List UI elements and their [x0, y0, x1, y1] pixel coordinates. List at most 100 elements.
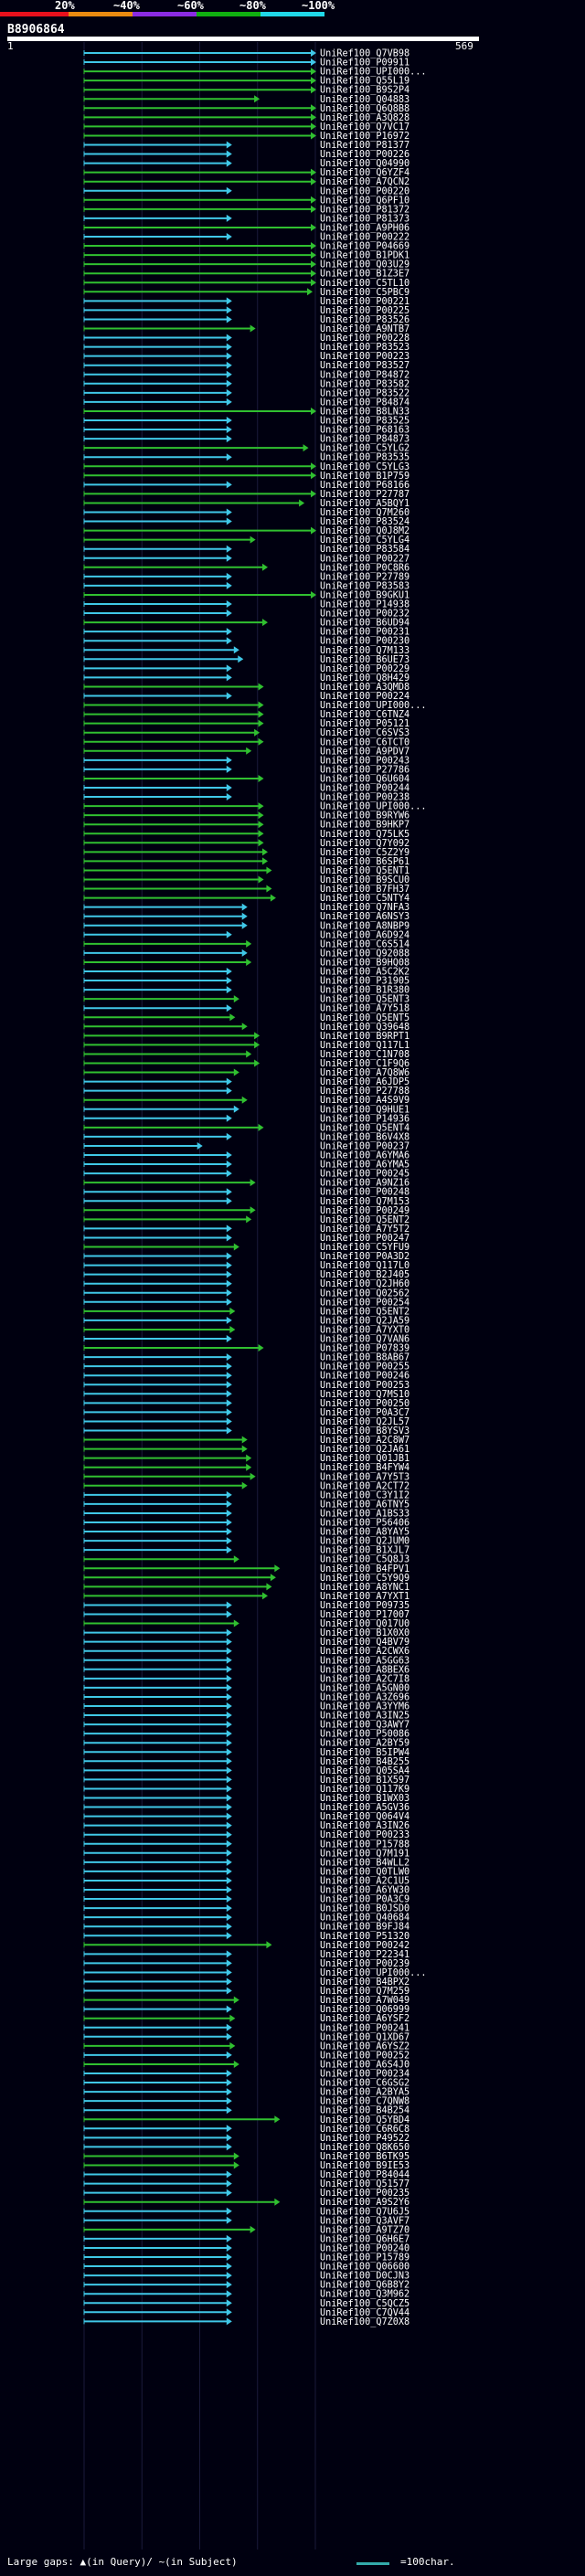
hit-row[interactable]: UniRef100_Q5YBD4	[83, 2115, 410, 2125]
hit-row[interactable]: UniRef100_P83526	[83, 315, 410, 325]
hit-label[interactable]: UniRef100_P00230	[320, 637, 410, 647]
hit-row[interactable]: UniRef100_B2J405	[83, 1270, 410, 1280]
hit-row[interactable]: UniRef100_C5YLG3	[83, 462, 410, 472]
hit-label[interactable]: UniRef100_P83527	[320, 361, 410, 371]
hit-label[interactable]: UniRef100_P00223	[320, 352, 410, 362]
hit-row[interactable]: UniRef100_Q04883	[83, 95, 410, 105]
hit-label[interactable]: UniRef100_P83523	[320, 343, 410, 353]
hit-row[interactable]: UniRef100_A7Y5T2	[83, 1224, 410, 1235]
hit-label[interactable]: UniRef100_P00228	[320, 334, 410, 344]
hit-label[interactable]: UniRef100_P31905	[320, 977, 410, 987]
hit-label[interactable]: UniRef100_C5YLG2	[320, 444, 410, 454]
hit-row[interactable]: UniRef100_C6SVS3	[83, 728, 410, 738]
hit-row[interactable]: UniRef100_P09911	[83, 58, 410, 69]
hit-label[interactable]: UniRef100_P00232	[320, 610, 410, 620]
hit-row[interactable]: UniRef100_Q6YZF4	[83, 168, 410, 178]
hit-label[interactable]: UniRef100_Q2JUM0	[320, 1537, 410, 1547]
hit-label[interactable]: UniRef100_A8BEX6	[320, 1665, 410, 1675]
hit-label[interactable]: UniRef100_C5QCZ5	[320, 2299, 410, 2309]
hit-label[interactable]: UniRef100_Q40684	[320, 1913, 410, 1924]
hit-row[interactable]: UniRef100_C6TNZ4	[83, 710, 410, 720]
hit-row[interactable]: UniRef100_A3Z696	[83, 1692, 410, 1702]
hit-row[interactable]: UniRef100_P84873	[83, 435, 410, 445]
hit-label[interactable]: UniRef100_P83584	[320, 545, 410, 555]
hit-row[interactable]: UniRef100_A9PH06	[83, 223, 410, 233]
hit-row[interactable]: UniRef100_UPI000...	[83, 802, 427, 812]
hit-row[interactable]: UniRef100_P00248	[83, 1188, 410, 1198]
hit-label[interactable]: UniRef100_B8LN33	[320, 407, 410, 417]
hit-row[interactable]: UniRef100_A2C7I8	[83, 1674, 410, 1684]
hit-row[interactable]: UniRef100_C5YLG2	[83, 444, 410, 454]
hit-row[interactable]: UniRef100_Q3AWY7	[83, 1721, 410, 1731]
hit-label[interactable]: UniRef100_Q51577	[320, 2179, 410, 2189]
hit-label[interactable]: UniRef100_A9NTB7	[320, 324, 410, 334]
hit-label[interactable]: UniRef100_C5PBC9	[320, 288, 410, 298]
hit-label[interactable]: UniRef100_A5GG63	[320, 1656, 410, 1666]
hit-label[interactable]: UniRef100_Q5ENT5	[320, 1013, 410, 1023]
hit-label[interactable]: UniRef100_P00238	[320, 793, 410, 803]
hit-row[interactable]: UniRef100_A3Q828	[83, 113, 410, 123]
hit-label[interactable]: UniRef100_B7FH37	[320, 885, 410, 895]
hit-row[interactable]: UniRef100_B9RPT1	[83, 1032, 410, 1042]
hit-label[interactable]: UniRef100_B4B255	[320, 1757, 410, 1767]
hit-label[interactable]: UniRef100_B9HKP7	[320, 821, 410, 831]
hit-label[interactable]: UniRef100_Q2JH60	[320, 1279, 410, 1289]
hit-label[interactable]: UniRef100_B8AB67	[320, 1353, 410, 1363]
hit-label[interactable]: UniRef100_P00243	[320, 756, 410, 766]
hit-row[interactable]: UniRef100_Q51577	[83, 2179, 410, 2189]
hit-label[interactable]: UniRef100_P50086	[320, 1730, 410, 1740]
hit-label[interactable]: UniRef100_A6NSY3	[320, 912, 410, 922]
hit-row[interactable]: UniRef100_A5C2K2	[83, 968, 410, 978]
hit-row[interactable]: UniRef100_P07839	[83, 1344, 410, 1354]
hit-label[interactable]: UniRef100_B9GKU1	[320, 590, 410, 600]
hit-row[interactable]: UniRef100_Q01JB1	[83, 1454, 410, 1464]
hit-label[interactable]: UniRef100_A5GN00	[320, 1683, 410, 1693]
hit-label[interactable]: UniRef100_C5Y9Q9	[320, 1574, 410, 1584]
hit-row[interactable]: UniRef100_P15789	[83, 2253, 410, 2263]
hit-label[interactable]: UniRef100_C6TNZ4	[320, 710, 410, 720]
hit-row[interactable]: UniRef100_P27789	[83, 572, 410, 582]
hit-row[interactable]: UniRef100_B6UD94	[83, 619, 410, 629]
hit-row[interactable]: UniRef100_Q75LK5	[83, 830, 410, 840]
hit-row[interactable]: UniRef100_P00252	[83, 2051, 410, 2061]
hit-row[interactable]: UniRef100_C5NTY4	[83, 894, 410, 904]
hit-label[interactable]: UniRef100_P27787	[320, 490, 410, 500]
hit-label[interactable]: UniRef100_P14936	[320, 1114, 410, 1124]
hit-row[interactable]: UniRef100_P17007	[83, 1610, 410, 1620]
hit-label[interactable]: UniRef100_UPI000...	[320, 68, 427, 78]
hit-label[interactable]: UniRef100_Q9HUE1	[320, 1105, 410, 1115]
hit-row[interactable]: UniRef100_A1BS33	[83, 1509, 410, 1519]
hit-row[interactable]: UniRef100_P00235	[83, 2189, 410, 2199]
hit-row[interactable]: UniRef100_Q2JH60	[83, 1279, 410, 1289]
hit-label[interactable]: UniRef100_P49522	[320, 2134, 410, 2144]
hit-label[interactable]: UniRef100_A7Y518	[320, 1004, 410, 1014]
hit-label[interactable]: UniRef100_P00229	[320, 664, 410, 674]
hit-row[interactable]: UniRef100_P68166	[83, 481, 410, 491]
hit-row[interactable]: UniRef100_P00225	[83, 306, 410, 316]
hit-label[interactable]: UniRef100_P00253	[320, 1381, 410, 1391]
hit-row[interactable]: UniRef100_P00221	[83, 297, 410, 307]
hit-row[interactable]: UniRef100_Q03U29	[83, 260, 410, 270]
hit-label[interactable]: UniRef100_UPI000...	[320, 802, 427, 812]
hit-row[interactable]: UniRef100_P00245	[83, 1170, 410, 1180]
hit-row[interactable]: UniRef100_Q6U604	[83, 774, 410, 784]
hit-label[interactable]: UniRef100_B6SP61	[320, 857, 410, 867]
hit-row[interactable]: UniRef100_B1X597	[83, 1776, 410, 1786]
hit-row[interactable]: UniRef100_A7YXT1	[83, 1592, 410, 1602]
hit-label[interactable]: UniRef100_D0CJN3	[320, 2272, 410, 2282]
hit-label[interactable]: UniRef100_A8YNC1	[320, 1583, 410, 1593]
hit-label[interactable]: UniRef100_Q7VAN6	[320, 1335, 410, 1345]
hit-label[interactable]: UniRef100_A3IN25	[320, 1712, 410, 1722]
hit-row[interactable]: UniRef100_Q7Z0X8	[83, 2317, 410, 2327]
hit-row[interactable]: UniRef100_P81377	[83, 141, 410, 151]
hit-row[interactable]: UniRef100_P09735	[83, 1601, 410, 1611]
hit-label[interactable]: UniRef100_Q02562	[320, 1288, 410, 1299]
hit-label[interactable]: UniRef100_Q2JL57	[320, 1417, 410, 1427]
hit-row[interactable]: UniRef100_Q92088	[83, 949, 410, 959]
hit-row[interactable]: UniRef100_P0A3D2	[83, 1252, 410, 1262]
hit-row[interactable]: UniRef100_A2BYA5	[83, 2088, 410, 2098]
hit-label[interactable]: UniRef100_A3YYM6	[320, 1702, 410, 1712]
hit-label[interactable]: UniRef100_P22341	[320, 1950, 410, 1960]
hit-label[interactable]: UniRef100_A1BS33	[320, 1509, 410, 1519]
hit-row[interactable]: UniRef100_P00246	[83, 1372, 410, 1382]
